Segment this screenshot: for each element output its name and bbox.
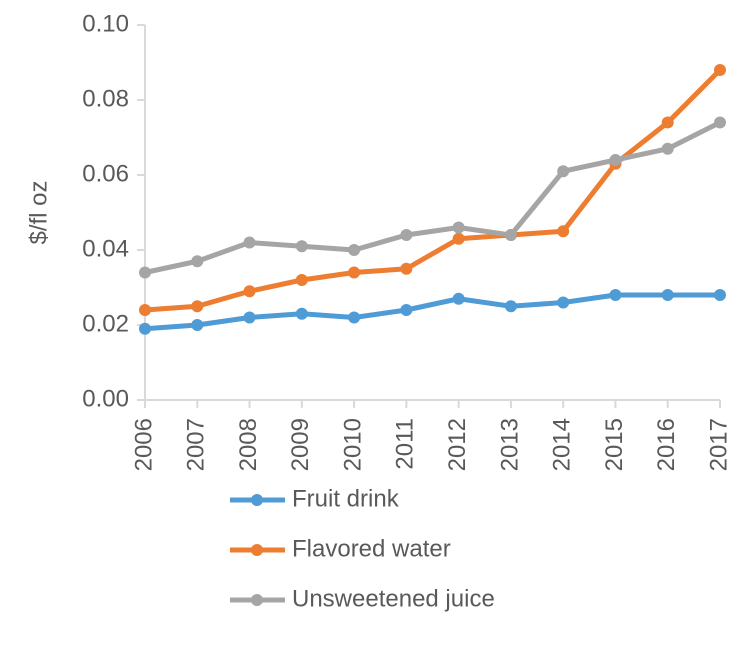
series-marker [453,233,465,245]
y-tick-label: 0.08 [82,85,129,112]
y-tick-label: 0.00 [82,385,129,412]
series-marker [139,304,151,316]
series-marker [400,304,412,316]
x-tick-label: 2009 [287,418,314,471]
y-tick-label: 0.02 [82,310,129,337]
x-tick-label: 2006 [130,418,157,471]
series-marker [296,274,308,286]
series-marker [557,165,569,177]
series-marker [609,289,621,301]
series-marker [453,293,465,305]
y-tick-label: 0.10 [82,10,129,37]
x-tick-label: 2017 [705,418,732,471]
price-line-chart: 0.00 0.02 0.04 0.06 0.08 0.10 $/fl oz 2006 2007 2… [0,0,754,655]
y-tick-label: 0.06 [82,160,129,187]
series-marker [296,240,308,252]
series-marker [453,222,465,234]
series-marker [348,244,360,256]
series-marker [348,267,360,279]
x-tick-label: 2016 [653,418,680,471]
series-marker [662,143,674,155]
legend-marker [251,494,263,506]
y-tick-label: 0.04 [82,235,129,262]
series-marker [557,225,569,237]
series-marker [296,308,308,320]
series-marker [557,297,569,309]
series-marker [348,312,360,324]
series-marker [609,154,621,166]
legend-label: Unsweetened juice [292,585,495,612]
series-marker [244,237,256,249]
x-tick-label: 2010 [339,418,366,471]
legend-marker [251,544,263,556]
series-marker [191,255,203,267]
series-marker [191,319,203,331]
series-marker [139,323,151,335]
x-tick-label: 2007 [183,418,210,471]
y-axis-label: $/fl oz [25,180,52,244]
series-marker [400,263,412,275]
series-marker [662,117,674,129]
series-marker [244,312,256,324]
series-marker [662,289,674,301]
legend-marker [251,594,263,606]
x-tick-label: 2011 [392,418,419,470]
x-tick-label: 2015 [601,418,628,471]
series-marker [714,289,726,301]
legend-label: Flavored water [292,535,451,562]
series-marker [714,64,726,76]
series-marker [400,229,412,241]
series-marker [191,300,203,312]
series-marker [714,117,726,129]
series-marker [244,285,256,297]
legend-label: Fruit drink [292,485,400,512]
x-tick-label: 2014 [549,418,576,471]
series-marker [139,267,151,279]
x-tick-label: 2008 [235,418,262,471]
x-tick-label: 2012 [444,418,471,471]
series-marker [505,300,517,312]
x-tick-label: 2013 [496,418,523,471]
chart-svg: 0.00 0.02 0.04 0.06 0.08 0.10 $/fl oz 2006 2007 2… [0,0,754,655]
series-marker [505,229,517,241]
